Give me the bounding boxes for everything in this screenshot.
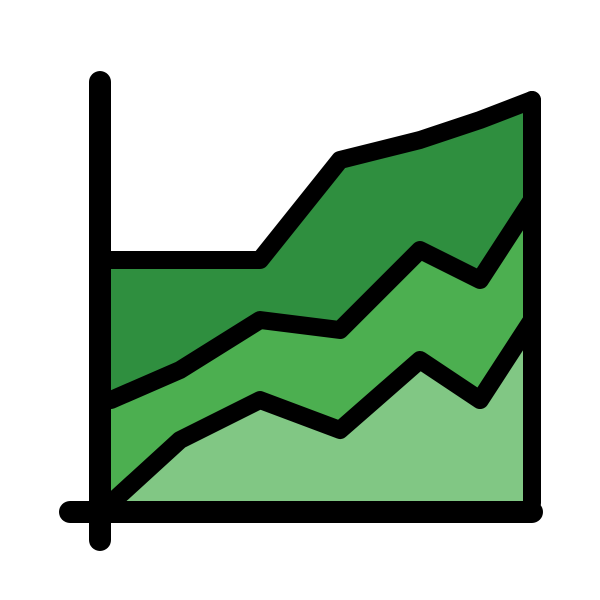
area-chart-icon bbox=[0, 0, 600, 600]
area-chart-svg bbox=[0, 0, 600, 600]
